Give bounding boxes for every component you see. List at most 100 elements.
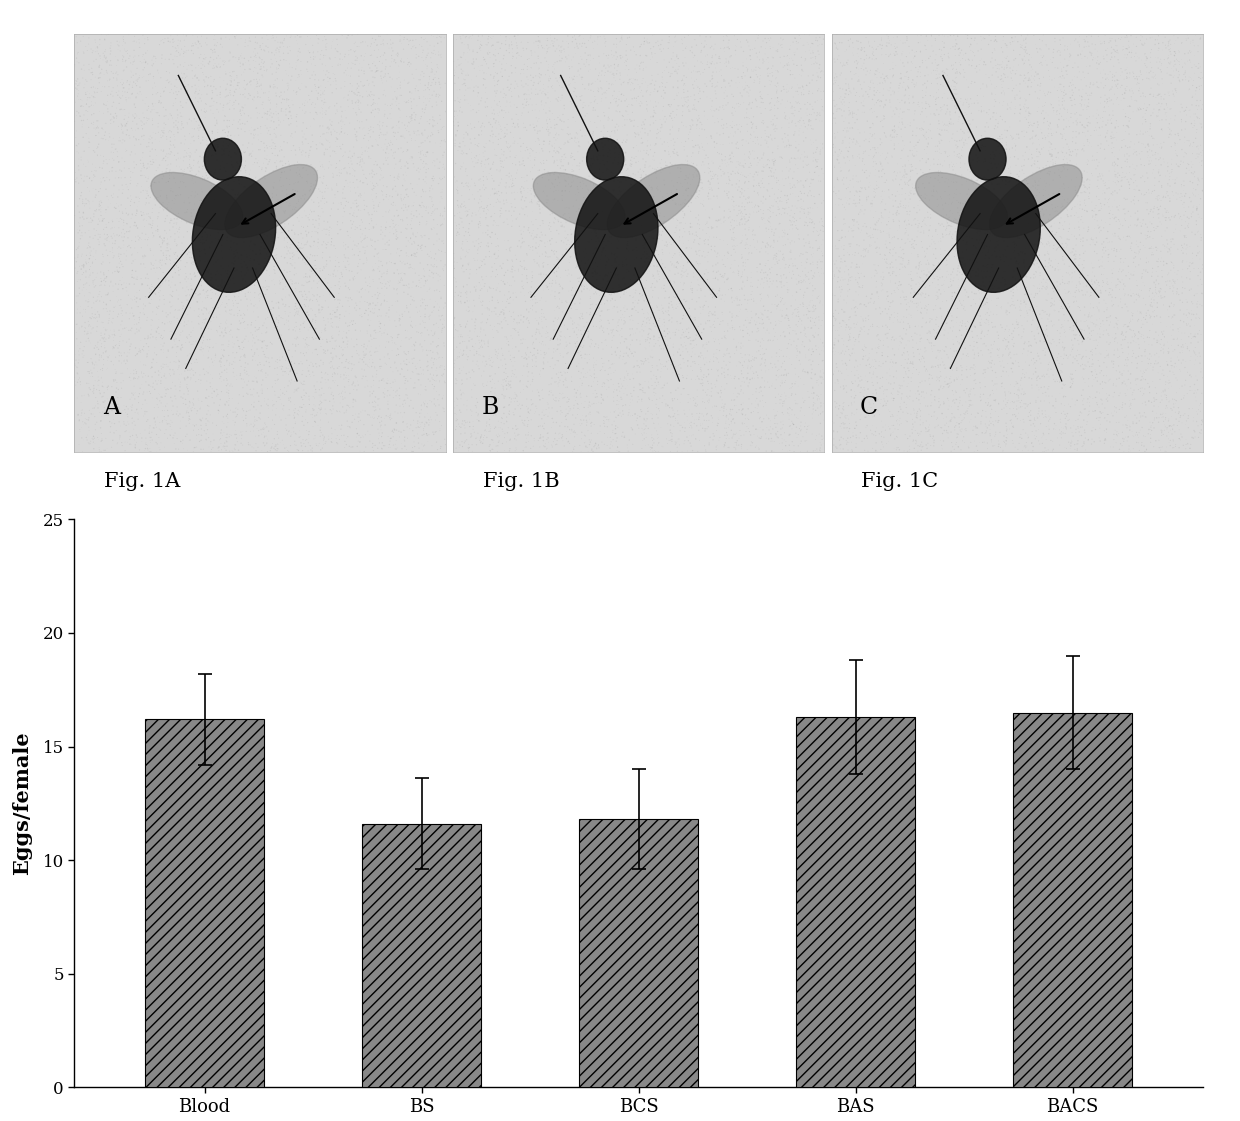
Point (744, 312, 764, 330)
Point (363, 382, 383, 400)
Point (321, 353, 341, 371)
Point (613, 133, 632, 151)
Point (901, 156, 921, 174)
Point (1133, 370, 1153, 388)
Point (396, 265, 415, 282)
Point (123, 261, 143, 279)
Point (1035, 346, 1055, 364)
Point (1022, 150, 1042, 168)
Point (1188, 137, 1208, 155)
Point (879, 226, 899, 244)
Point (381, 78, 401, 96)
Point (1145, 176, 1164, 194)
Point (1180, 238, 1200, 256)
Point (430, 175, 450, 193)
Point (1141, 279, 1161, 297)
Point (739, 135, 759, 152)
Point (913, 437, 932, 455)
Point (208, 265, 228, 282)
Point (454, 197, 474, 215)
Point (387, 346, 407, 364)
Point (983, 416, 1003, 434)
Point (407, 46, 427, 64)
Point (1145, 100, 1164, 118)
Point (925, 322, 945, 340)
Point (153, 257, 172, 275)
Point (143, 216, 162, 234)
Point (347, 86, 367, 104)
Point (603, 437, 622, 455)
Point (73, 70, 93, 87)
Point (781, 202, 801, 220)
Point (138, 441, 157, 458)
Point (1039, 268, 1059, 286)
Point (699, 58, 719, 76)
Point (887, 441, 906, 458)
Point (97, 48, 117, 66)
Point (1173, 336, 1193, 354)
Point (73, 349, 93, 367)
Point (554, 40, 574, 58)
Point (895, 426, 915, 444)
Point (1115, 152, 1135, 170)
Point (1061, 370, 1081, 388)
Point (345, 120, 365, 138)
Point (103, 314, 123, 332)
Point (223, 443, 243, 461)
Point (670, 159, 689, 177)
Point (794, 245, 813, 263)
Point (848, 286, 868, 304)
Point (219, 64, 239, 82)
Point (84, 340, 104, 358)
Point (543, 148, 563, 166)
Point (1085, 121, 1105, 139)
Point (703, 257, 723, 275)
Point (419, 342, 439, 360)
Point (787, 300, 807, 318)
Point (347, 335, 367, 353)
Point (637, 410, 657, 428)
Point (285, 123, 305, 141)
Point (652, 326, 672, 344)
Point (409, 408, 429, 426)
Point (1158, 344, 1178, 362)
Point (785, 406, 805, 424)
Point (480, 368, 500, 386)
Point (1178, 29, 1198, 47)
Point (1068, 297, 1087, 315)
Point (1169, 41, 1189, 59)
Point (804, 393, 823, 411)
Point (831, 271, 851, 289)
Point (609, 133, 629, 151)
Point (945, 131, 965, 149)
Point (381, 31, 401, 49)
Point (859, 147, 879, 165)
Point (450, 157, 470, 175)
Point (460, 438, 480, 456)
Point (269, 429, 289, 447)
Point (481, 167, 501, 185)
Point (615, 428, 635, 446)
Point (410, 414, 430, 432)
Point (582, 331, 601, 349)
Point (846, 282, 866, 300)
Point (776, 169, 796, 187)
Point (237, 169, 257, 187)
Point (714, 100, 734, 118)
Point (371, 408, 391, 426)
Point (1127, 409, 1147, 427)
Point (1107, 89, 1127, 106)
Point (559, 204, 579, 222)
Point (918, 324, 937, 342)
Point (1136, 341, 1156, 359)
Point (1105, 330, 1125, 348)
Point (945, 284, 965, 302)
Point (609, 139, 629, 157)
Point (1095, 184, 1115, 202)
Point (162, 373, 182, 391)
Point (93, 211, 113, 229)
Point (459, 363, 479, 381)
Point (748, 396, 768, 414)
Point (112, 389, 131, 407)
Point (985, 318, 1004, 336)
